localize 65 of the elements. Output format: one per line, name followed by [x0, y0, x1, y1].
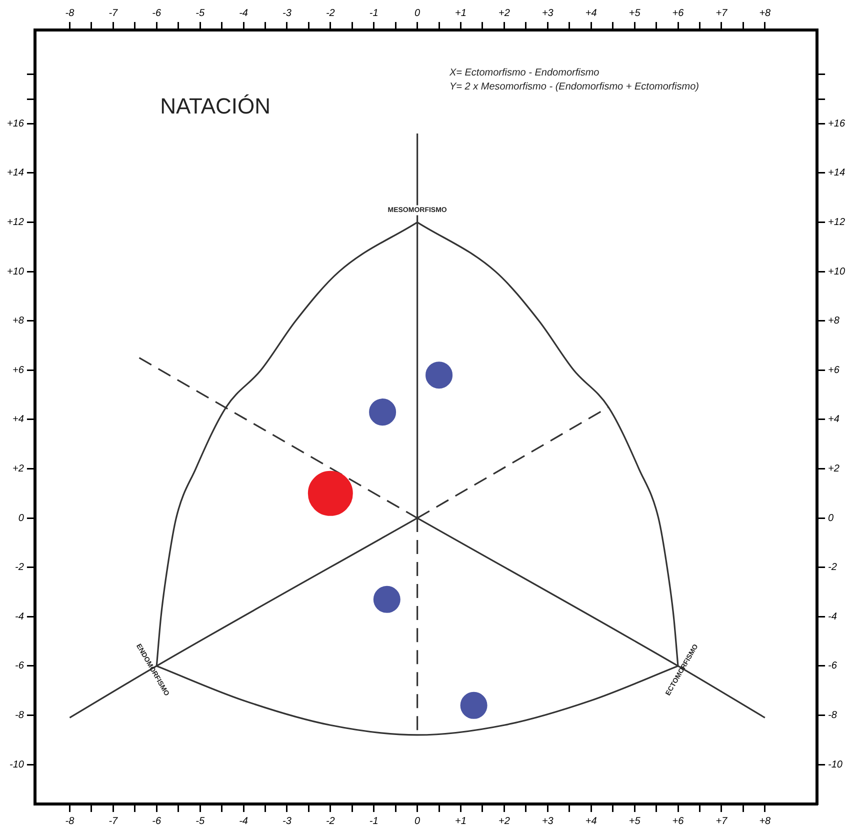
y-tick-label: +4 — [12, 414, 24, 426]
x2-tick-label: -2 — [326, 816, 336, 827]
annotation: X= Ectomorfismo - Endomorfismo — [448, 67, 600, 78]
x-tick-label: -8 — [65, 8, 75, 19]
y-tick-label: +16 — [6, 118, 24, 130]
x-tick-label: -1 — [369, 8, 378, 19]
x2-tick-label: +6 — [672, 816, 684, 827]
y-tick-label: -4 — [15, 611, 24, 622]
x-tick-label: +1 — [455, 8, 466, 19]
x2-tick-label: +8 — [759, 816, 772, 827]
y-tick-label: -2 — [15, 562, 24, 574]
y-tick-label: +10 — [6, 266, 24, 278]
y2-tick-label: +8 — [828, 316, 840, 327]
x2-tick-label: +2 — [498, 816, 510, 827]
y-tick-label: +6 — [12, 364, 24, 376]
x-tick-label: +7 — [716, 8, 728, 19]
y2-tick-label: 0 — [828, 512, 834, 524]
x2-tick-label: -3 — [282, 816, 292, 827]
x2-tick-label: +4 — [585, 816, 598, 827]
x-tick-label: -3 — [282, 8, 292, 19]
y2-tick-label: -4 — [828, 611, 838, 622]
y2-tick-label: +4 — [828, 414, 840, 426]
y-tick-label: +8 — [12, 316, 24, 327]
y-tick-label: +12 — [6, 217, 24, 228]
y2-tick-label: +2 — [828, 464, 840, 475]
x2-tick-label: +7 — [716, 816, 728, 827]
y-tick-label: 0 — [18, 512, 24, 524]
y2-tick-label: -2 — [828, 562, 838, 574]
x-tick-label: +2 — [498, 8, 510, 19]
x-tick-label: 0 — [414, 8, 421, 19]
x2-tick-label: +5 — [628, 816, 641, 827]
y2-tick-label: +16 — [828, 118, 846, 130]
x2-tick-label: -4 — [239, 816, 248, 827]
y2-tick-label: +10 — [828, 266, 846, 278]
x2-tick-label: -7 — [108, 816, 118, 827]
y2-tick-label: +6 — [828, 364, 840, 376]
x2-tick-label: -1 — [369, 816, 378, 827]
x-tick-label: +6 — [672, 8, 684, 19]
y2-tick-label: -8 — [828, 710, 838, 722]
x-tick-label: -7 — [108, 8, 118, 19]
x2-tick-label: 0 — [414, 816, 421, 827]
x-tick-label: -4 — [239, 8, 248, 19]
x-tick-label: +5 — [628, 8, 641, 19]
y2-tick-label: -6 — [828, 660, 838, 672]
y-tick-label: -6 — [15, 660, 24, 672]
text: NATACIÓN — [160, 93, 271, 118]
y2-tick-label: +12 — [828, 217, 846, 228]
x2-tick-label: -5 — [196, 816, 205, 827]
x-tick-label: -2 — [326, 8, 336, 19]
y-tick-label: +2 — [12, 464, 24, 475]
x2-tick-label: -8 — [65, 816, 75, 827]
x-tick-label: +8 — [759, 8, 772, 19]
x2-tick-label: +1 — [455, 816, 466, 827]
y2-tick-label: +14 — [828, 168, 846, 179]
annotation: Y= 2 x Mesomorfismo - (Endomorfismo + Ectomorfismo) — [449, 81, 699, 92]
y-tick-label: -10 — [10, 759, 24, 770]
x-tick-label: +3 — [542, 8, 554, 19]
x-tick-label: -6 — [152, 8, 162, 19]
y-tick-label: +14 — [6, 168, 24, 179]
x-tick-label: +4 — [585, 8, 598, 19]
x2-tick-label: +3 — [542, 816, 554, 827]
y2-tick-label: -10 — [828, 759, 843, 770]
x2-tick-label: -6 — [152, 816, 162, 827]
y-tick-label: -8 — [15, 710, 24, 722]
x-tick-label: -5 — [196, 8, 205, 19]
